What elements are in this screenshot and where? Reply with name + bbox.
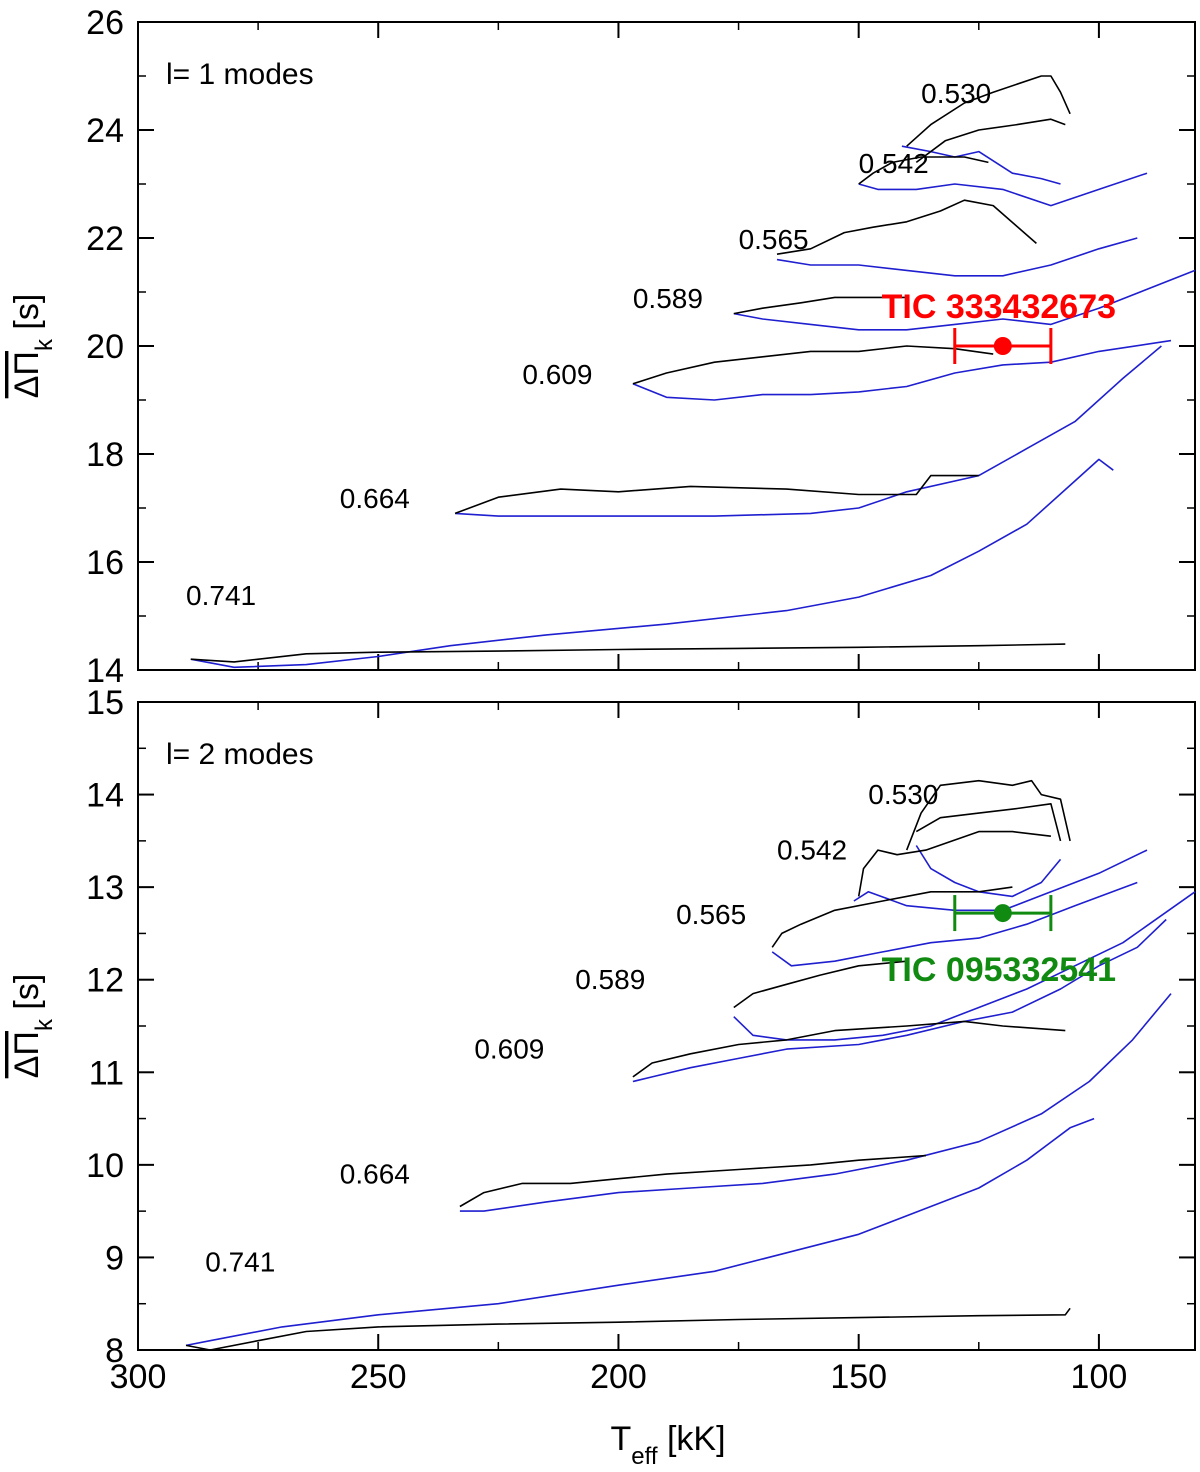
curve-0.589-blue — [733, 269, 1196, 331]
curve-0.542-black — [858, 156, 989, 185]
curve-label-0.542: 0.542 — [777, 834, 847, 865]
curve-0.589-blue — [733, 891, 1196, 1041]
y-tick-label: 26 — [86, 4, 124, 42]
curve-label-0.589: 0.589 — [633, 283, 703, 314]
x-tick-label: 250 — [350, 1358, 407, 1396]
star-point — [993, 337, 1012, 355]
curve-label-0.542: 0.542 — [859, 148, 929, 179]
y-tick-label: 20 — [86, 328, 124, 366]
curve-0.589-black — [733, 296, 907, 315]
curve-0.530-blue — [915, 845, 1062, 898]
y-tick-label: 12 — [86, 962, 124, 1000]
curve-label-0.664: 0.664 — [340, 483, 410, 514]
curve-0.565-black — [771, 886, 1013, 948]
curve-label-0.741: 0.741 — [205, 1246, 275, 1277]
x-axis-title: Teff [kK] — [610, 1420, 725, 1467]
curve-0.565-blue — [771, 881, 1138, 967]
curve-label-0.565: 0.565 — [739, 224, 809, 255]
x-tick-label: 300 — [110, 1358, 167, 1396]
curve-0.609-blue — [632, 339, 1172, 401]
y-tick-label: 15 — [86, 684, 124, 722]
curve-0.542-blue — [853, 849, 1148, 912]
curve-label-0.530: 0.530 — [868, 779, 938, 810]
y-tick-label: 13 — [86, 869, 124, 907]
curve-0.542-black — [857, 830, 1051, 897]
y-tick-label: 9 — [105, 1239, 124, 1277]
curve-label-0.530: 0.530 — [921, 78, 991, 109]
curve-0.741-black — [185, 1307, 1071, 1351]
curve-0.565-blue — [776, 237, 1138, 277]
curve-0.609-black — [632, 345, 994, 385]
x-tick-label: 100 — [1071, 1358, 1128, 1396]
curve-label-0.609: 0.609 — [522, 359, 592, 390]
y-tick-label: 14 — [86, 652, 124, 690]
curve-0.664-blue — [455, 345, 1162, 517]
y-axis-title: ΔΠk [s] — [8, 294, 58, 399]
curve-label-0.565: 0.565 — [676, 899, 746, 930]
curve-label-0.664: 0.664 — [340, 1158, 410, 1189]
curve-0.565-black — [776, 199, 1037, 255]
star-label: TIC 095332541 — [882, 951, 1116, 989]
y-tick-label: 22 — [86, 220, 124, 258]
panel-label: l= 1 modes — [166, 58, 314, 91]
curve-0.741-blue — [185, 1117, 1095, 1347]
curve-0.741-blue — [190, 458, 1114, 669]
y-tick-label: 8 — [105, 1332, 124, 1370]
star-point — [993, 904, 1012, 923]
curve-label-0.741: 0.741 — [186, 580, 256, 611]
curve-0.530-black-inner — [915, 118, 1066, 164]
curve-0.589-black — [733, 960, 907, 1009]
curve-0.664-blue — [459, 993, 1172, 1212]
y-tick-label: 10 — [86, 1147, 124, 1185]
y-tick-label: 16 — [86, 544, 124, 582]
curve-0.609-blue — [632, 918, 1167, 1083]
y-tick-label: 14 — [86, 777, 124, 815]
x-tick-label: 200 — [590, 1358, 647, 1396]
panel-label: l= 2 modes — [166, 738, 314, 771]
y-axis-title: ΔΠk [s] — [8, 974, 58, 1079]
star-label: TIC 333432673 — [882, 288, 1116, 326]
curve-0.664-black — [459, 1154, 926, 1208]
curve-label-0.589: 0.589 — [575, 964, 645, 995]
y-tick-label: 11 — [89, 1054, 124, 1092]
curve-0.609-black — [632, 1020, 1066, 1078]
panel-frame-2 — [137, 701, 1196, 1351]
curve-0.530-black-inner — [915, 802, 1062, 842]
curve-0.530-black — [906, 75, 1071, 147]
curve-0.741-black — [190, 643, 1066, 663]
curve-label-0.609: 0.609 — [474, 1033, 544, 1064]
x-tick-label: 150 — [830, 1358, 887, 1396]
curve-0.542-blue — [858, 172, 1148, 207]
y-tick-label: 18 — [86, 436, 124, 474]
curve-0.530-black — [905, 779, 1071, 851]
curve-0.664-black — [454, 474, 979, 515]
y-tick-label: 24 — [86, 112, 124, 150]
